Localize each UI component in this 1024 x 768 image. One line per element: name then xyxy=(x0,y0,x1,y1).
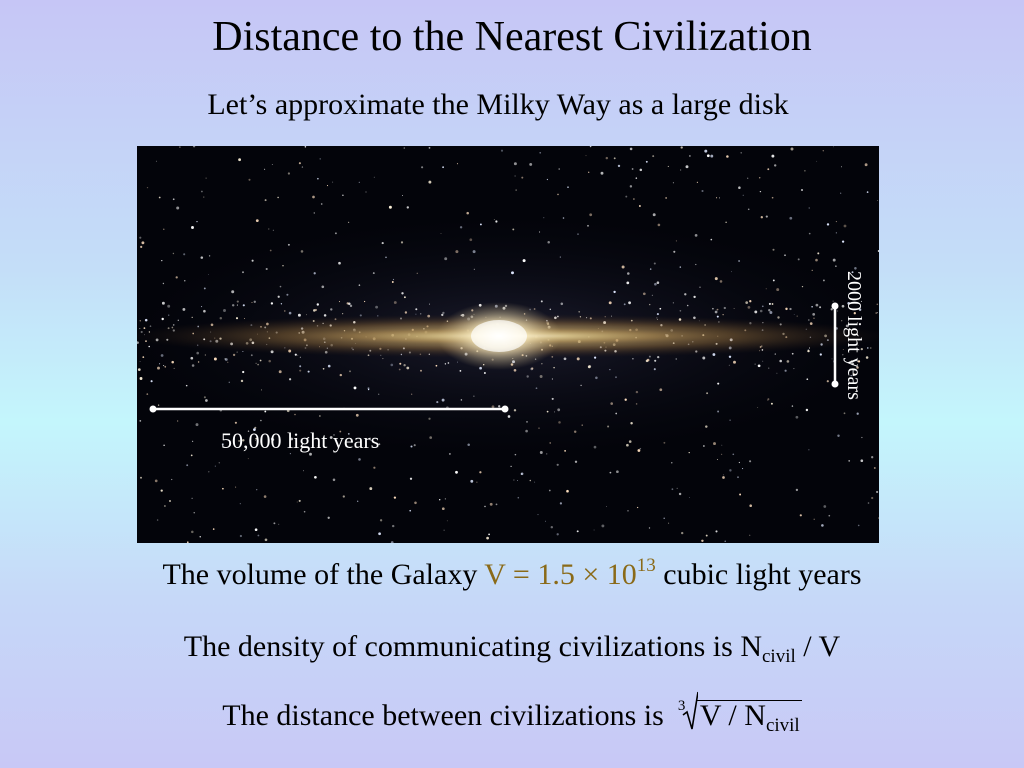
galaxy-starfield xyxy=(137,146,879,543)
density-subscript: civil xyxy=(761,646,796,667)
density-suffix: / V xyxy=(795,630,841,663)
density-line: The density of communicating civilizatio… xyxy=(0,628,1024,666)
density-prefix: The density of communicating civilizatio… xyxy=(183,630,762,663)
radicand: V / Ncivil xyxy=(695,699,802,735)
distance-line: The distance between civilizations is 3 V … xyxy=(0,691,1024,735)
radical-sign-icon xyxy=(682,691,698,730)
scale-annotations xyxy=(149,302,839,413)
distance-prefix: The distance between civilizations is xyxy=(222,699,664,732)
volume-line: The volume of the Galaxy V = 1.5 × 1013 … xyxy=(0,556,1024,594)
cube-root-expression: 3 V / Ncivil xyxy=(677,691,802,735)
radicand-main: V / N xyxy=(699,699,766,732)
volume-prefix: The volume of the Galaxy xyxy=(162,558,485,591)
height-double-arrow xyxy=(831,302,839,388)
volume-formula: V = 1.5 × 1013 xyxy=(484,555,656,591)
volume-exponent: 13 xyxy=(636,555,656,576)
slide-title: Distance to the Nearest Civilization xyxy=(212,14,812,60)
slide-subtitle: Let’s approximate the Milky Way as a lar… xyxy=(207,88,789,121)
height-label: 2000 light years xyxy=(843,271,865,400)
milky-way-image: 50,000 light years 2000 light years xyxy=(137,146,879,543)
volume-suffix: cubic light years xyxy=(655,558,862,591)
root-index: 3 xyxy=(677,698,686,714)
width-label: 50,000 light years xyxy=(221,428,380,453)
volume-formula-base: V = 1.5 × 10 xyxy=(484,558,637,591)
width-double-arrow xyxy=(149,405,509,413)
radicand-subscript: civil xyxy=(765,715,800,736)
